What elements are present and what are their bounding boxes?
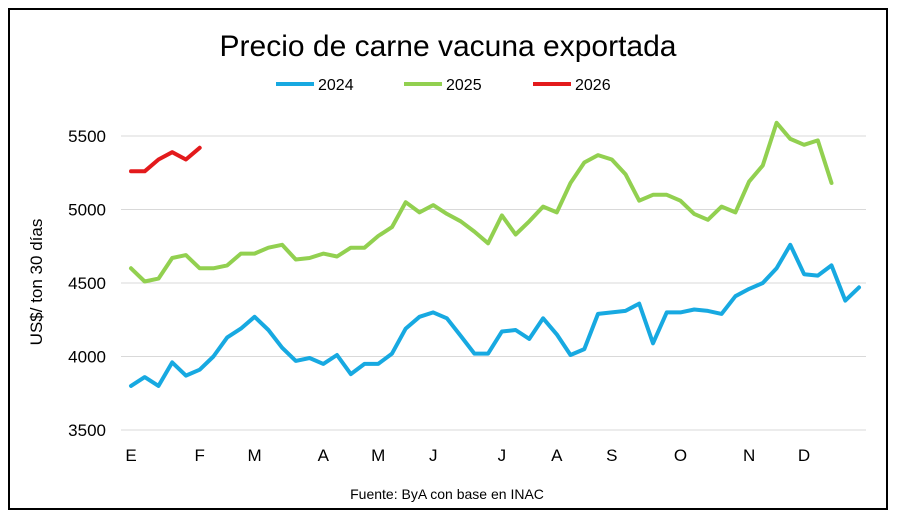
legend: 2024 2025 2026 — [276, 77, 611, 94]
x-tick-label: A — [318, 446, 330, 465]
series-line-2026 — [129, 145, 202, 174]
series-line-2024 — [129, 242, 861, 388]
gridlines — [121, 135, 866, 431]
y-tick-label: 4500 — [68, 274, 106, 293]
y-axis-label: US$/ ton 30 días — [27, 219, 46, 346]
x-tick-label: J — [429, 446, 438, 465]
legend-label-2024: 2024 — [318, 77, 354, 94]
y-tick-label: 4000 — [68, 348, 106, 367]
chart-title: Precio de carne vacuna exportada — [220, 30, 677, 63]
x-tick-label: J — [498, 446, 507, 465]
series-lines — [129, 120, 861, 388]
chart-frame — [8, 8, 888, 510]
y-tick-label: 5000 — [68, 201, 106, 220]
x-tick-label: A — [551, 446, 563, 465]
x-tick-label: N — [743, 446, 755, 465]
legend-label-2026: 2026 — [575, 77, 611, 94]
x-tick-label: F — [194, 446, 204, 465]
y-tick-label: 5500 — [68, 127, 106, 146]
x-tick-label: M — [371, 446, 385, 465]
legend-label-2025: 2025 — [446, 77, 482, 94]
x-tick-label: E — [125, 446, 136, 465]
y-tick-label: 3500 — [68, 421, 106, 440]
x-tick-label: O — [674, 446, 687, 465]
x-tick-label: S — [606, 446, 617, 465]
series-line-2025 — [129, 120, 834, 284]
x-tick-label: M — [248, 446, 262, 465]
source-note: Fuente: ByA con base en INAC — [350, 486, 544, 502]
x-tick-label: D — [798, 446, 810, 465]
y-axis-ticks: 3500 4000 4500 5000 5500 — [68, 127, 106, 440]
